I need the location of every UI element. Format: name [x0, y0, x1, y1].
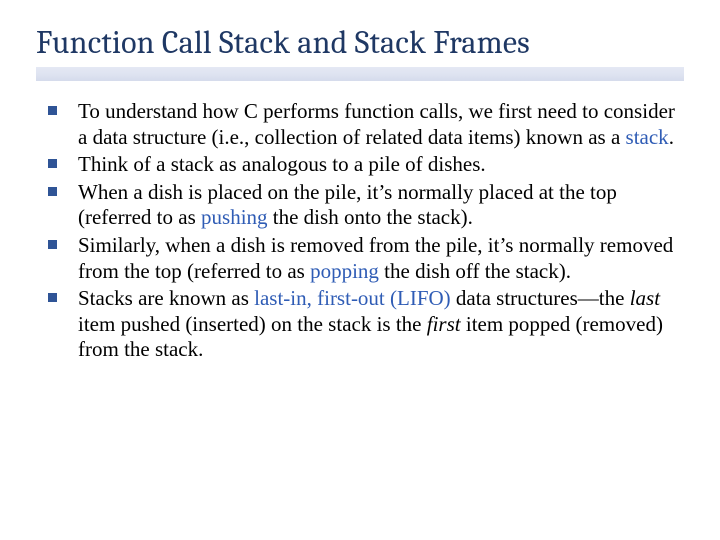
square-bullet-icon — [48, 187, 57, 196]
bullet-text: item pushed (inserted) on the stack is t… — [78, 312, 427, 336]
keyword: stack — [626, 125, 669, 149]
list-item: When a dish is placed on the pile, it’s … — [44, 180, 684, 231]
bullet-text: Think of a stack as analogous to a pile … — [78, 152, 486, 176]
square-bullet-icon — [48, 240, 57, 249]
bullet-text: data structures—the — [451, 286, 630, 310]
emphasis: first — [427, 312, 461, 336]
bullet-text: the dish onto the stack). — [268, 205, 473, 229]
list-item: Similarly, when a dish is removed from t… — [44, 233, 684, 284]
bullet-list: To understand how C performs function ca… — [44, 99, 684, 363]
bullet-text: Stacks are known as — [78, 286, 254, 310]
list-item: Think of a stack as analogous to a pile … — [44, 152, 684, 178]
bullet-text: . — [669, 125, 674, 149]
list-item: To understand how C performs function ca… — [44, 99, 684, 150]
slide: Function Call Stack and Stack Frames To … — [0, 0, 720, 540]
keyword: popping — [310, 259, 379, 283]
keyword: pushing — [201, 205, 268, 229]
accent-bar — [36, 67, 684, 81]
emphasis: last — [630, 286, 660, 310]
list-item: Stacks are known as last-in, first-out (… — [44, 286, 684, 363]
bullet-text: the dish off the stack). — [379, 259, 571, 283]
bullet-text: To understand how C performs function ca… — [78, 99, 675, 149]
keyword: last-in, first-out (LIFO) — [254, 286, 451, 310]
square-bullet-icon — [48, 159, 57, 168]
square-bullet-icon — [48, 106, 57, 115]
page-title: Function Call Stack and Stack Frames — [36, 24, 684, 61]
square-bullet-icon — [48, 293, 57, 302]
